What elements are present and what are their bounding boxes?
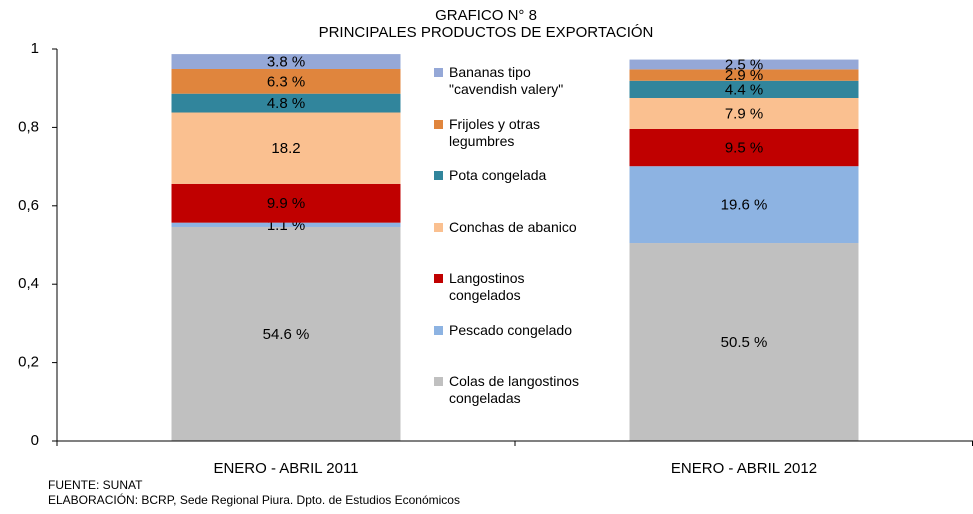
y-tick-label: 0 bbox=[31, 432, 39, 449]
data-label: 2.5 % bbox=[725, 56, 763, 73]
bar-segment bbox=[171, 112, 401, 184]
note: FUENTE: SUNAT bbox=[48, 478, 143, 492]
bar-segment bbox=[629, 69, 859, 81]
legend-label: Conchas de abanico bbox=[449, 218, 577, 235]
legend-swatch bbox=[434, 68, 443, 77]
legend-entry: Pota congelada bbox=[434, 167, 614, 219]
x-tick-label: ENERO - ABRIL 2012 bbox=[671, 460, 817, 477]
bar-segment bbox=[171, 54, 401, 69]
data-label: 2.9 % bbox=[725, 67, 763, 84]
legend-swatch bbox=[434, 274, 443, 283]
legend-entry: Conchas de abanico bbox=[434, 219, 614, 271]
bar-segment bbox=[171, 93, 401, 113]
y-tick-label: 0,6 bbox=[18, 197, 39, 214]
y-tick-label: 1 bbox=[31, 40, 39, 57]
data-label: 54.6 % bbox=[263, 326, 310, 343]
data-label: 50.5 % bbox=[721, 334, 768, 351]
legend-label: Frijoles y otras legumbres bbox=[449, 115, 541, 149]
data-label: 18.2 bbox=[271, 140, 300, 157]
data-label: 6.3 % bbox=[267, 73, 305, 90]
legend-label: Langostinos congelados bbox=[449, 270, 525, 303]
bar-segment bbox=[629, 59, 859, 70]
data-label: 19.6 % bbox=[721, 197, 768, 214]
data-label: 9.5 % bbox=[725, 140, 763, 157]
legend-entry: Frijoles y otras legumbres bbox=[434, 116, 614, 168]
data-label: 9.9 % bbox=[267, 195, 305, 212]
bar-segment bbox=[629, 98, 859, 129]
legend-swatch bbox=[434, 171, 443, 180]
legend: Bananas tipo "cavendish valery" Frijoles … bbox=[434, 64, 614, 425]
chart-title: GRAFICO N° 8 bbox=[435, 7, 537, 24]
legend-label: Colas de langostinos congeladas bbox=[449, 373, 579, 406]
legend-label: Pescado congelado bbox=[449, 321, 572, 338]
bar-segment bbox=[629, 243, 859, 441]
legend-entry: Pescado congelado bbox=[434, 322, 614, 374]
x-tick-label: ENERO - ABRIL 2011 bbox=[213, 460, 358, 477]
bar-segment bbox=[171, 226, 401, 441]
legend-entry: Langostinos congelados bbox=[434, 270, 614, 322]
legend-swatch bbox=[434, 325, 443, 335]
data-label: 4.4 % bbox=[725, 81, 763, 98]
legend-label: Pota congelada bbox=[449, 167, 547, 183]
note: ELABORACIÓN: BCRP, Sede Regional Piura. … bbox=[48, 493, 460, 507]
bar-segment bbox=[629, 80, 859, 98]
legend-entry: Bananas tipo "cavendish valery" bbox=[434, 64, 614, 116]
legend-swatch bbox=[434, 222, 443, 232]
bar-segment bbox=[171, 222, 401, 227]
y-tick-label: 0,2 bbox=[18, 354, 39, 371]
data-label: 4.8 % bbox=[267, 95, 305, 112]
chart-subtitle: PRINCIPALES PRODUCTOS DE EXPORTACIÓN bbox=[319, 24, 654, 41]
legend-label: Bananas tipo "cavendish valery" bbox=[449, 64, 564, 97]
data-label: 3.8 % bbox=[267, 54, 305, 71]
legend-swatch bbox=[434, 377, 443, 386]
legend-entry: Colas de langostinos congeladas bbox=[434, 373, 614, 425]
data-label: 7.9 % bbox=[725, 105, 763, 122]
y-tick-label: 0,8 bbox=[18, 118, 39, 135]
bar-segment bbox=[629, 166, 859, 244]
bar-segment bbox=[171, 68, 401, 94]
bar-segment bbox=[171, 183, 401, 223]
y-tick-label: 0,4 bbox=[18, 275, 39, 292]
bar-segment bbox=[629, 128, 859, 167]
legend-swatch bbox=[434, 119, 443, 129]
